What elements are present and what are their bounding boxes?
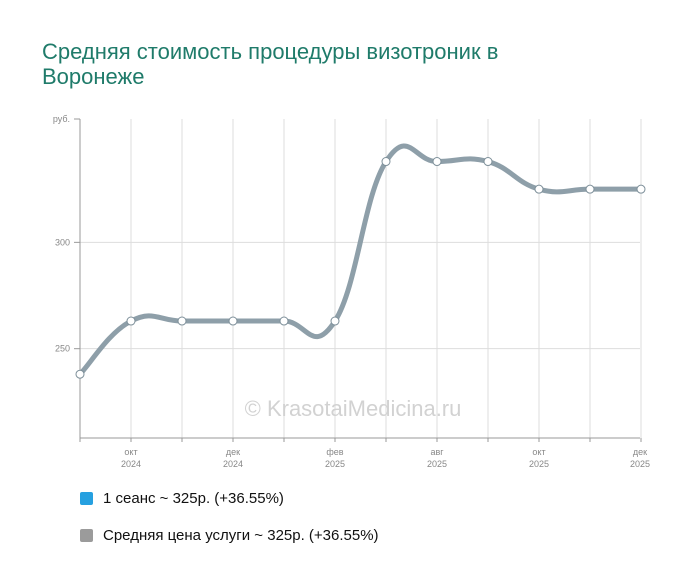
legend-label-one-session: 1 сеанс ~ 325р. (+36.55%) [103,489,284,507]
series-layer [77,143,644,377]
series-line-1 [77,143,644,377]
x-tick-label-month: авг [430,447,444,457]
x-tick-label-year: 2024 [121,459,141,469]
data-point [126,316,136,326]
y-tick-label: 250 [55,344,70,354]
series-line-2 [78,144,643,376]
point-layer [75,157,646,379]
line-chart: 250 300 руб. окт 2024 дек 2024 фев 2025 авг 2025 ок… [53,114,650,469]
x-tick-label-month: дек [226,447,240,457]
data-point [534,184,544,194]
data-point [381,157,391,167]
y-tick-label: 300 [55,237,70,247]
x-tick-label-month: окт [124,447,137,457]
data-point [228,316,238,326]
x-tick-label-month: дек [633,447,647,457]
data-point [636,184,646,194]
chart-title: Средняя стоимость процедуры визотроник в… [42,39,499,89]
legend-item-one-session[interactable]: 1 сеанс ~ 325р. (+36.55%) [80,488,379,508]
data-point [330,316,340,326]
x-tick-label-year: 2025 [325,459,345,469]
legend-label-average-price: Средняя цена услуги ~ 325р. (+36.55%) [103,526,379,544]
grid-layer [80,119,642,438]
x-tick-label-month: фев [326,447,343,457]
legend: 1 сеанс ~ 325р. (+36.55%) Средняя цена у… [80,488,379,562]
data-point [177,316,187,326]
data-point [75,369,85,379]
x-tick-label-year: 2025 [529,459,549,469]
data-point [585,184,595,194]
legend-swatch-grey [80,528,93,542]
x-tick-label-year: 2024 [223,459,243,469]
y-axis-label: руб. [53,114,70,124]
x-tick-label-year: 2025 [427,459,447,469]
data-point [279,316,289,326]
legend-swatch-blue [80,491,93,505]
x-tick-label-year: 2025 [630,459,650,469]
x-tick-label-month: окт [532,447,545,457]
axis-layer: 250 300 руб. окт 2024 дек 2024 фев 2025 авг 2025 ок… [53,114,650,469]
watermark-text: © KrasotaiMedicina.ru [245,396,462,421]
data-point [483,157,493,167]
legend-item-average-price[interactable]: Средняя цена услуги ~ 325р. (+36.55%) [80,525,379,545]
data-point [432,157,442,167]
